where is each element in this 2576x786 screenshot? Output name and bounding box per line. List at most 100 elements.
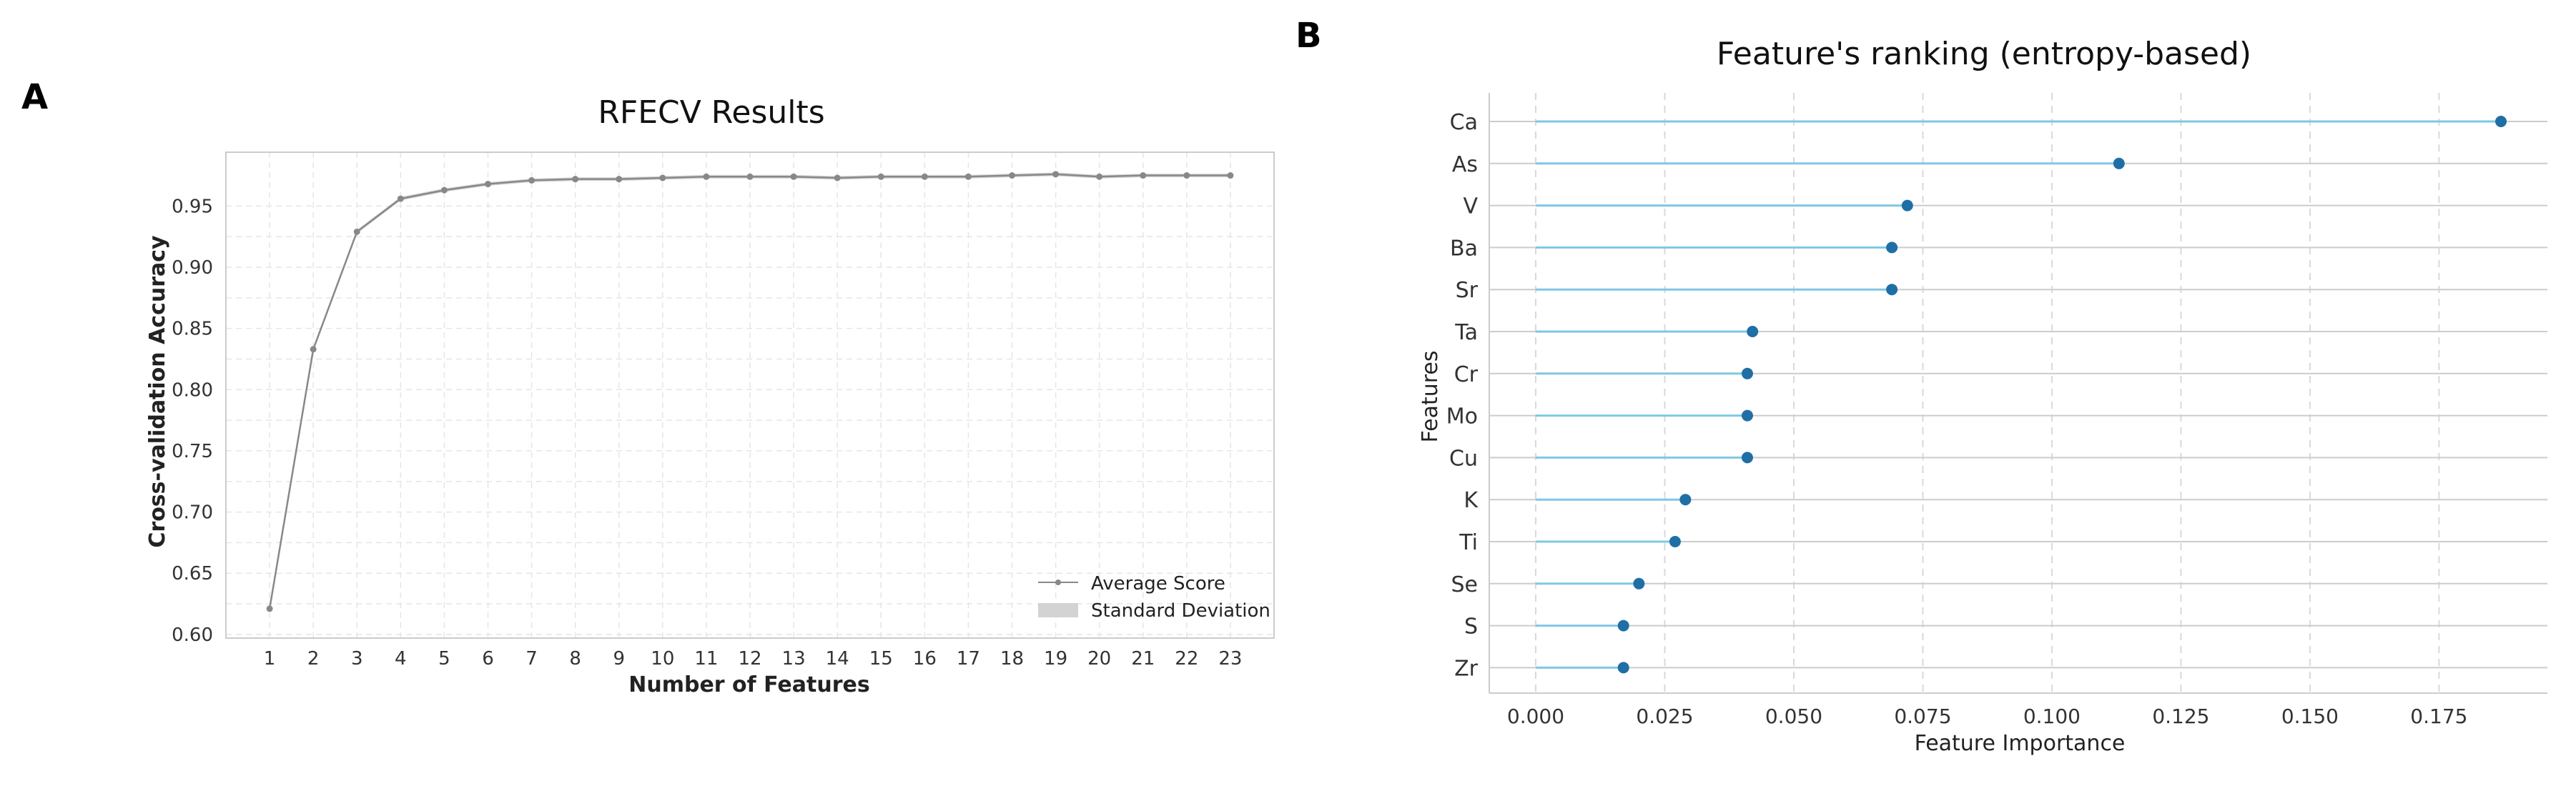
rfecv-xtick-11: 11 bbox=[694, 648, 718, 670]
rfecv-point-15 bbox=[877, 173, 884, 180]
rfecv-point-9 bbox=[616, 176, 623, 183]
rfecv-point-2 bbox=[310, 346, 317, 353]
ranking-label-Sr: Sr bbox=[1456, 278, 1479, 303]
rfecv-ytick-3: 0.75 bbox=[172, 441, 213, 462]
rfecv-xtick-8: 8 bbox=[569, 648, 581, 670]
ranking-dot-Zr bbox=[1617, 662, 1629, 674]
rfecv-title: RFECV Results bbox=[598, 94, 824, 131]
rfecv-y-axis-label: Cross-validation Accuracy bbox=[145, 235, 170, 548]
ranking-dot-Ca bbox=[2495, 116, 2507, 127]
ranking-dot-K bbox=[1679, 494, 1692, 506]
rfecv-xtick-5: 5 bbox=[438, 648, 450, 670]
panel-label-a: A bbox=[21, 77, 49, 117]
rfecv-xtick-1: 1 bbox=[264, 648, 276, 670]
rfecv-point-20 bbox=[1096, 173, 1103, 180]
ranking-xtick-7: 0.175 bbox=[2410, 705, 2467, 728]
ranking-dot-Mo bbox=[1741, 409, 1753, 422]
rfecv-ytick-2: 0.70 bbox=[172, 502, 213, 524]
feature-ranking-y-axis-label: Features bbox=[1418, 351, 1443, 443]
ranking-dot-Ta bbox=[1747, 326, 1759, 337]
rfecv-xtick-13: 13 bbox=[782, 648, 806, 670]
rfecv-point-1 bbox=[266, 605, 273, 612]
ranking-xtick-2: 0.050 bbox=[1765, 705, 1822, 728]
rfecv-xtick-21: 21 bbox=[1131, 648, 1155, 670]
ranking-label-Cu: Cu bbox=[1449, 446, 1478, 471]
rfecv-xtick-14: 14 bbox=[826, 648, 849, 670]
rfecv-xtick-19: 19 bbox=[1044, 648, 1067, 670]
ranking-dot-Ba bbox=[1886, 242, 1898, 254]
rfecv-point-7 bbox=[528, 176, 536, 184]
ranking-xtick-5: 0.125 bbox=[2152, 705, 2209, 728]
rfecv-point-10 bbox=[659, 174, 666, 181]
feature-ranking-x-axis-label: Feature Importance bbox=[1915, 731, 2126, 756]
ranking-label-Ti: Ti bbox=[1459, 530, 1478, 555]
legend-average-score-marker bbox=[1055, 579, 1061, 585]
rfecv-ytick-4: 0.80 bbox=[172, 379, 213, 401]
ranking-xtick-3: 0.075 bbox=[1894, 705, 1951, 728]
rfecv-ytick-0: 0.60 bbox=[172, 625, 213, 646]
panel-label-b: B bbox=[1296, 16, 1322, 56]
ranking-label-Zr: Zr bbox=[1454, 656, 1479, 681]
rfecv-xtick-18: 18 bbox=[1000, 648, 1024, 670]
rfecv-xtick-6: 6 bbox=[482, 648, 494, 670]
rfecv-point-14 bbox=[834, 174, 841, 181]
ranking-dot-Se bbox=[1633, 577, 1645, 590]
ranking-dot-Ti bbox=[1669, 536, 1681, 547]
rfecv-xtick-10: 10 bbox=[651, 648, 674, 670]
ranking-label-V: V bbox=[1463, 194, 1478, 219]
legend-std-dev-label: Standard Deviation bbox=[1091, 600, 1270, 622]
ranking-xtick-4: 0.100 bbox=[2023, 705, 2081, 728]
rfecv-point-23 bbox=[1227, 172, 1234, 179]
rfecv-point-12 bbox=[746, 173, 754, 180]
legend-average-score-label: Average Score bbox=[1091, 573, 1225, 595]
rfecv-xtick-23: 23 bbox=[1218, 648, 1242, 670]
ranking-dot-Cr bbox=[1741, 367, 1753, 379]
rfecv-point-17 bbox=[964, 173, 972, 180]
rfecv-point-21 bbox=[1140, 172, 1147, 179]
ranking-dot-As bbox=[2113, 157, 2125, 169]
rfecv-xtick-7: 7 bbox=[525, 648, 538, 670]
rfecv-legend: Average Score Standard Deviation bbox=[1038, 573, 1270, 622]
rfecv-xtick-9: 9 bbox=[613, 648, 625, 670]
ranking-label-Cr: Cr bbox=[1454, 362, 1479, 387]
rfecv-point-5 bbox=[440, 186, 448, 194]
ranking-dot-Cu bbox=[1741, 452, 1753, 464]
ranking-label-K: K bbox=[1464, 488, 1479, 513]
ranking-label-Se: Se bbox=[1451, 572, 1479, 597]
rfecv-point-18 bbox=[1009, 172, 1015, 179]
ranking-label-Ta: Ta bbox=[1454, 320, 1478, 345]
rfecv-xtick-20: 20 bbox=[1087, 648, 1111, 670]
rfecv-xtick-4: 4 bbox=[395, 648, 407, 670]
rfecv-ytick-1: 0.65 bbox=[172, 563, 213, 584]
rfecv-ytick-6: 0.90 bbox=[172, 257, 213, 279]
ranking-dot-V bbox=[1901, 199, 1913, 212]
ranking-label-Mo: Mo bbox=[1446, 404, 1478, 429]
rfecv-xtick-2: 2 bbox=[307, 648, 320, 670]
rfecv-point-4 bbox=[397, 195, 404, 202]
rfecv-point-19 bbox=[1052, 171, 1060, 178]
rfecv-point-16 bbox=[921, 173, 928, 180]
rfecv-point-8 bbox=[572, 176, 579, 183]
rfecv-x-axis-label: Number of Features bbox=[628, 672, 869, 697]
ranking-xtick-1: 0.025 bbox=[1636, 705, 1693, 728]
rfecv-point-11 bbox=[703, 173, 710, 180]
rfecv-chart: RFECV Results Number of Features Cross-v… bbox=[145, 94, 1275, 697]
ranking-dot-S bbox=[1617, 620, 1629, 632]
legend-std-dev-swatch bbox=[1038, 603, 1078, 617]
rfecv-point-3 bbox=[353, 228, 360, 235]
rfecv-xtick-12: 12 bbox=[738, 648, 761, 670]
rfecv-xtick-22: 22 bbox=[1175, 648, 1198, 670]
ranking-label-Ba: Ba bbox=[1450, 236, 1478, 261]
feature-ranking-chart: Feature's ranking (entropy-based) Featur… bbox=[1418, 36, 2547, 756]
ranking-dot-Sr bbox=[1886, 284, 1898, 296]
ranking-xtick-6: 0.150 bbox=[2281, 705, 2339, 728]
rfecv-xtick-17: 17 bbox=[957, 648, 980, 670]
feature-ranking-title: Feature's ranking (entropy-based) bbox=[1717, 36, 2251, 72]
rfecv-xtick-16: 16 bbox=[913, 648, 937, 670]
rfecv-xtick-15: 15 bbox=[869, 648, 893, 670]
ranking-label-S: S bbox=[1464, 615, 1478, 640]
rfecv-point-6 bbox=[485, 181, 491, 188]
ranking-label-Ca: Ca bbox=[1450, 110, 1478, 135]
rfecv-xtick-3: 3 bbox=[351, 648, 363, 670]
